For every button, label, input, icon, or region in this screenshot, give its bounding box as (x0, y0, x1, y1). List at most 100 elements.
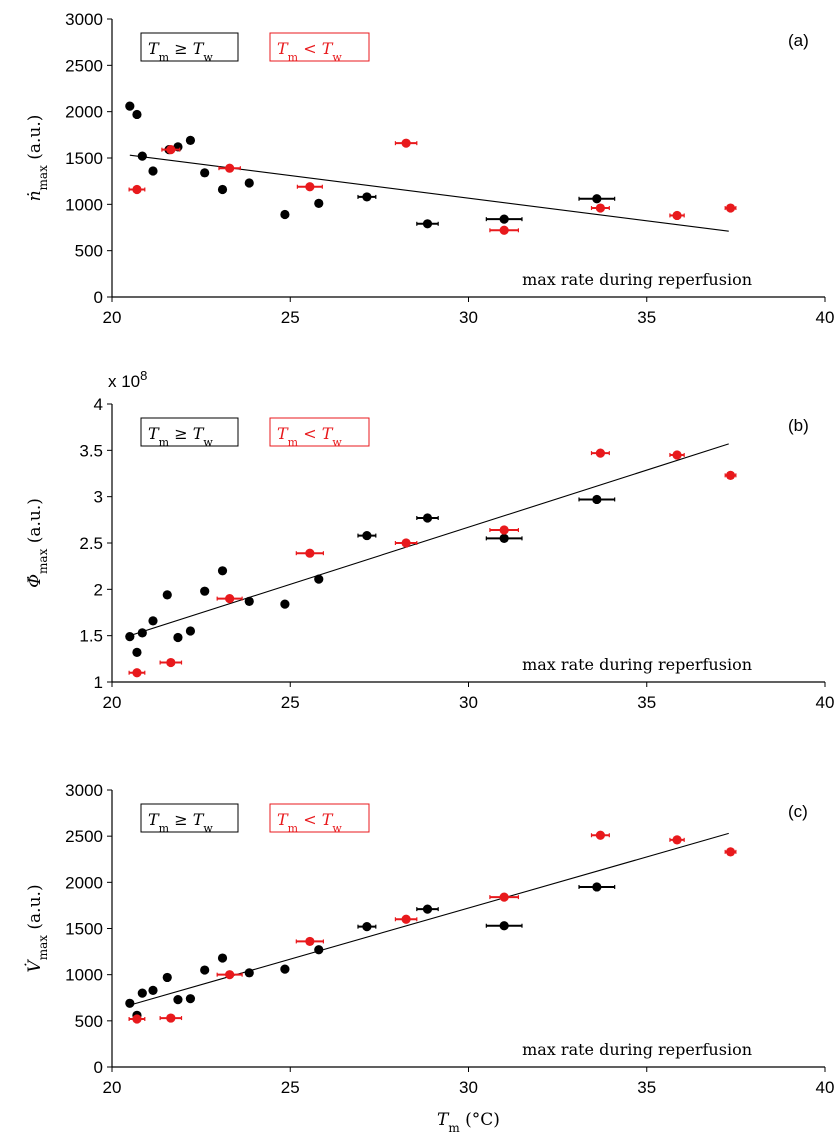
panel-label: (a) (788, 31, 809, 50)
legend-entry-lt: Tm < Tw (277, 424, 342, 449)
data-point (125, 631, 135, 642)
data-point (401, 538, 411, 548)
legend-box-lt (269, 32, 370, 62)
y-tick-label: 0 (94, 1058, 103, 1077)
y-axis-label: V̇max (a.u.) (25, 884, 50, 972)
data-point (499, 533, 509, 543)
data-point (672, 835, 682, 845)
data-point (132, 184, 142, 195)
x-tick-label: 20 (103, 308, 122, 327)
data-point (225, 970, 235, 980)
data-point (672, 450, 682, 460)
legend-box-lt (269, 417, 370, 447)
data-point (499, 214, 509, 224)
data-point (244, 178, 254, 188)
data-point (244, 968, 254, 978)
series-lt (128, 830, 737, 1024)
x-tick-label: 30 (459, 693, 478, 712)
data-point (362, 530, 372, 541)
data-point (162, 590, 172, 600)
legend-box-ge (140, 803, 239, 833)
data-point (314, 574, 324, 584)
chart-panel-a: 0 500 1000 1500 2000 2500 3000 20 25 30 35 40 ṅmax (… (25, 10, 834, 327)
y-tick-label: 3.5 (79, 441, 103, 460)
y-tick-label: 2.5 (79, 534, 103, 553)
chart-panel-b: 1 1.5 2 2.5 3 3.5 4 20 25 30 35 40 x 108 Φ̇max (a.u.)… (25, 368, 834, 713)
data-point (422, 219, 433, 229)
data-point (217, 566, 228, 576)
data-point (422, 904, 433, 914)
data-point (725, 470, 736, 480)
x-tick-label: 40 (816, 1078, 835, 1097)
data-point (314, 198, 324, 209)
data-point (200, 586, 210, 596)
legend-box-lt (269, 803, 370, 833)
data-point (185, 135, 196, 145)
y-tick-label: 1 (94, 673, 103, 692)
y-tick-label: 2000 (65, 103, 103, 122)
annotation: max rate during reperfusion (522, 1040, 752, 1059)
data-point (200, 168, 210, 178)
legend: Tm ≥ Tw Tm < Tw (140, 417, 370, 449)
data-point (725, 847, 736, 857)
data-point (499, 921, 509, 931)
data-point (595, 203, 606, 213)
fit-line (129, 832, 729, 1006)
data-point (305, 936, 315, 947)
x-tick-label: 25 (281, 308, 300, 327)
data-point (148, 616, 158, 626)
data-point (362, 922, 372, 932)
x-tick-label: 20 (103, 1078, 122, 1097)
data-point (592, 494, 602, 505)
chart-panel-c: 0 500 1000 1500 2000 2500 3000 20 25 30 35 40 V̇max … (25, 781, 835, 1135)
y-axis-label: Φ̇max (a.u.) (25, 498, 50, 588)
data-point (217, 184, 228, 195)
panel-label: (c) (788, 802, 808, 821)
legend-entry-ge: Tm ≥ Tw (148, 39, 213, 64)
data-point (280, 209, 290, 220)
x-tick-label: 35 (637, 1078, 656, 1097)
y-tick-label: 1.5 (79, 627, 103, 646)
y-tick-label: 2000 (65, 873, 103, 892)
data-point (137, 628, 147, 638)
x-tick-label: 35 (637, 308, 656, 327)
data-point (305, 182, 315, 192)
data-point (217, 953, 228, 963)
data-point (401, 138, 411, 148)
data-point (280, 599, 290, 609)
y-tick-label: 3000 (65, 781, 103, 800)
y-tick-label: 500 (75, 1012, 103, 1031)
data-point (280, 964, 290, 974)
data-point (125, 101, 135, 111)
legend-entry-ge: Tm ≥ Tw (148, 424, 213, 449)
series-ge (125, 101, 616, 229)
data-point (401, 914, 411, 924)
y-tick-label: 0 (94, 288, 103, 307)
data-point (672, 210, 682, 221)
data-point (132, 647, 142, 657)
x-axis-label: Tm (°C) (437, 1110, 500, 1135)
y-tick-label: 2500 (65, 56, 103, 75)
y-tick-label: 1000 (65, 195, 103, 214)
x-tick-label: 25 (281, 1078, 300, 1097)
y-tick-label: 2500 (65, 827, 103, 846)
x-tick-label: 20 (103, 693, 122, 712)
legend-entry-ge: Tm ≥ Tw (148, 810, 213, 835)
data-point (244, 596, 254, 606)
x-tick-label: 35 (637, 693, 656, 712)
data-point (173, 994, 183, 1005)
y-tick-label: 4 (94, 395, 103, 414)
series-ge (125, 494, 616, 657)
data-point (595, 830, 606, 840)
data-point (148, 166, 158, 176)
data-point (422, 513, 433, 523)
annotation: max rate during reperfusion (522, 270, 752, 289)
legend-box-ge (140, 417, 239, 447)
x-tick-label: 40 (816, 693, 835, 712)
legend-box-ge (140, 32, 239, 62)
y-axis-multiplier: x 108 (108, 368, 147, 392)
legend-entry-lt: Tm < Tw (277, 39, 342, 64)
data-point (166, 145, 176, 155)
data-point (132, 668, 142, 678)
